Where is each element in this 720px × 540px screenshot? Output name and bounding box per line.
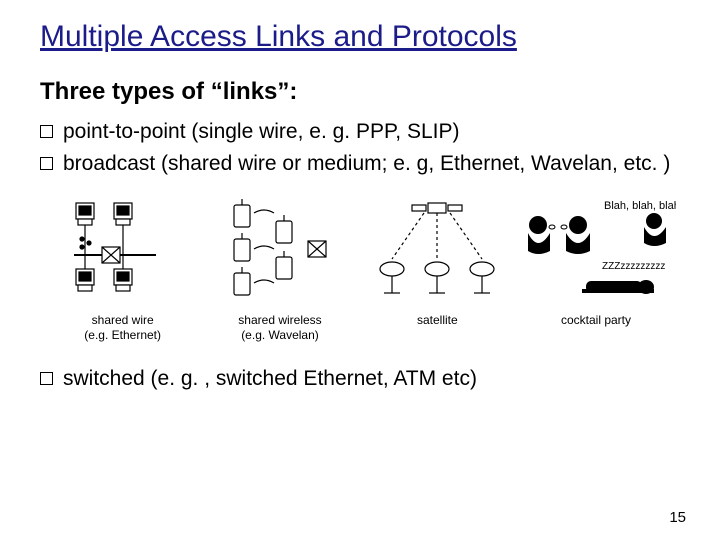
diagram-wired-l1: shared wire [92, 313, 154, 327]
bullet-3-text: switched (e. g. , switched Ethernet, ATM… [63, 365, 477, 393]
bullet-square-icon [40, 157, 53, 170]
speech-text: Blah, blah, blah [604, 200, 676, 212]
bullet-1: point-to-point (single wire, e. g. PPP, … [40, 118, 680, 146]
diagram-row: shared wire (e.g. Ethernet) sh [40, 197, 680, 343]
snore-text: ZZZzzzzzzzzz [602, 261, 665, 272]
diagram-wireless-l1: shared wireless [238, 313, 321, 327]
bullet-2-text: broadcast (shared wire or medium; e. g, … [63, 150, 670, 178]
diagram-cocktail-party: Blah, blah, blah ZZZzzzzzzzzz cocktail p… [516, 197, 676, 343]
wavelan-icon [220, 197, 340, 307]
page-number: 15 [669, 509, 686, 526]
diagram-shared-wire: shared wire (e.g. Ethernet) [44, 197, 201, 343]
ethernet-icon [68, 197, 178, 307]
slide-subtitle: Three types of “links”: [40, 78, 680, 106]
bullet-square-icon [40, 125, 53, 138]
diagram-wired-l2: (e.g. Ethernet) [84, 328, 161, 342]
satellite-icon [362, 197, 512, 307]
bullet-1-text: point-to-point (single wire, e. g. PPP, … [63, 118, 459, 146]
bullet-2: broadcast (shared wire or medium; e. g, … [40, 150, 680, 178]
bullet-square-icon [40, 372, 53, 385]
diagram-shared-wireless: shared wireless (e.g. Wavelan) [201, 197, 358, 343]
diagram-wireless-l2: (e.g. Wavelan) [241, 328, 319, 342]
diagram-party-l1: cocktail party [561, 313, 631, 327]
bullet-3: switched (e. g. , switched Ethernet, ATM… [40, 365, 680, 393]
diagram-satellite: satellite [359, 197, 516, 343]
slide-title: Multiple Access Links and Protocols [40, 20, 680, 54]
diagram-sat-l1: satellite [417, 313, 458, 327]
cocktail-party-icon: Blah, blah, blah ZZZzzzzzzzzz [516, 197, 676, 307]
